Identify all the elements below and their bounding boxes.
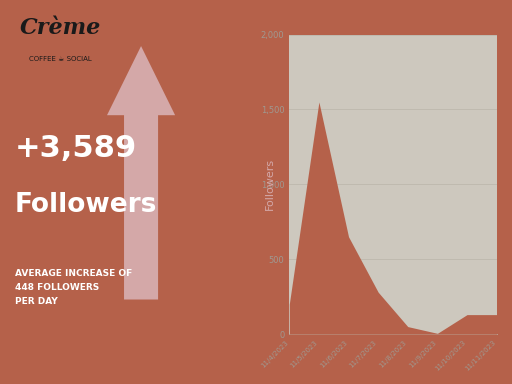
Text: +3,589: +3,589 xyxy=(14,134,137,164)
Text: Crème: Crème xyxy=(19,17,101,39)
Text: Followers: Followers xyxy=(265,158,275,210)
Text: Followers: Followers xyxy=(14,192,157,218)
Polygon shape xyxy=(107,46,175,300)
Text: COFFEE ☕ SOCIAL: COFFEE ☕ SOCIAL xyxy=(29,56,92,62)
Text: AVERAGE INCREASE OF
448 FOLLOWERS
PER DAY: AVERAGE INCREASE OF 448 FOLLOWERS PER DA… xyxy=(14,269,132,306)
